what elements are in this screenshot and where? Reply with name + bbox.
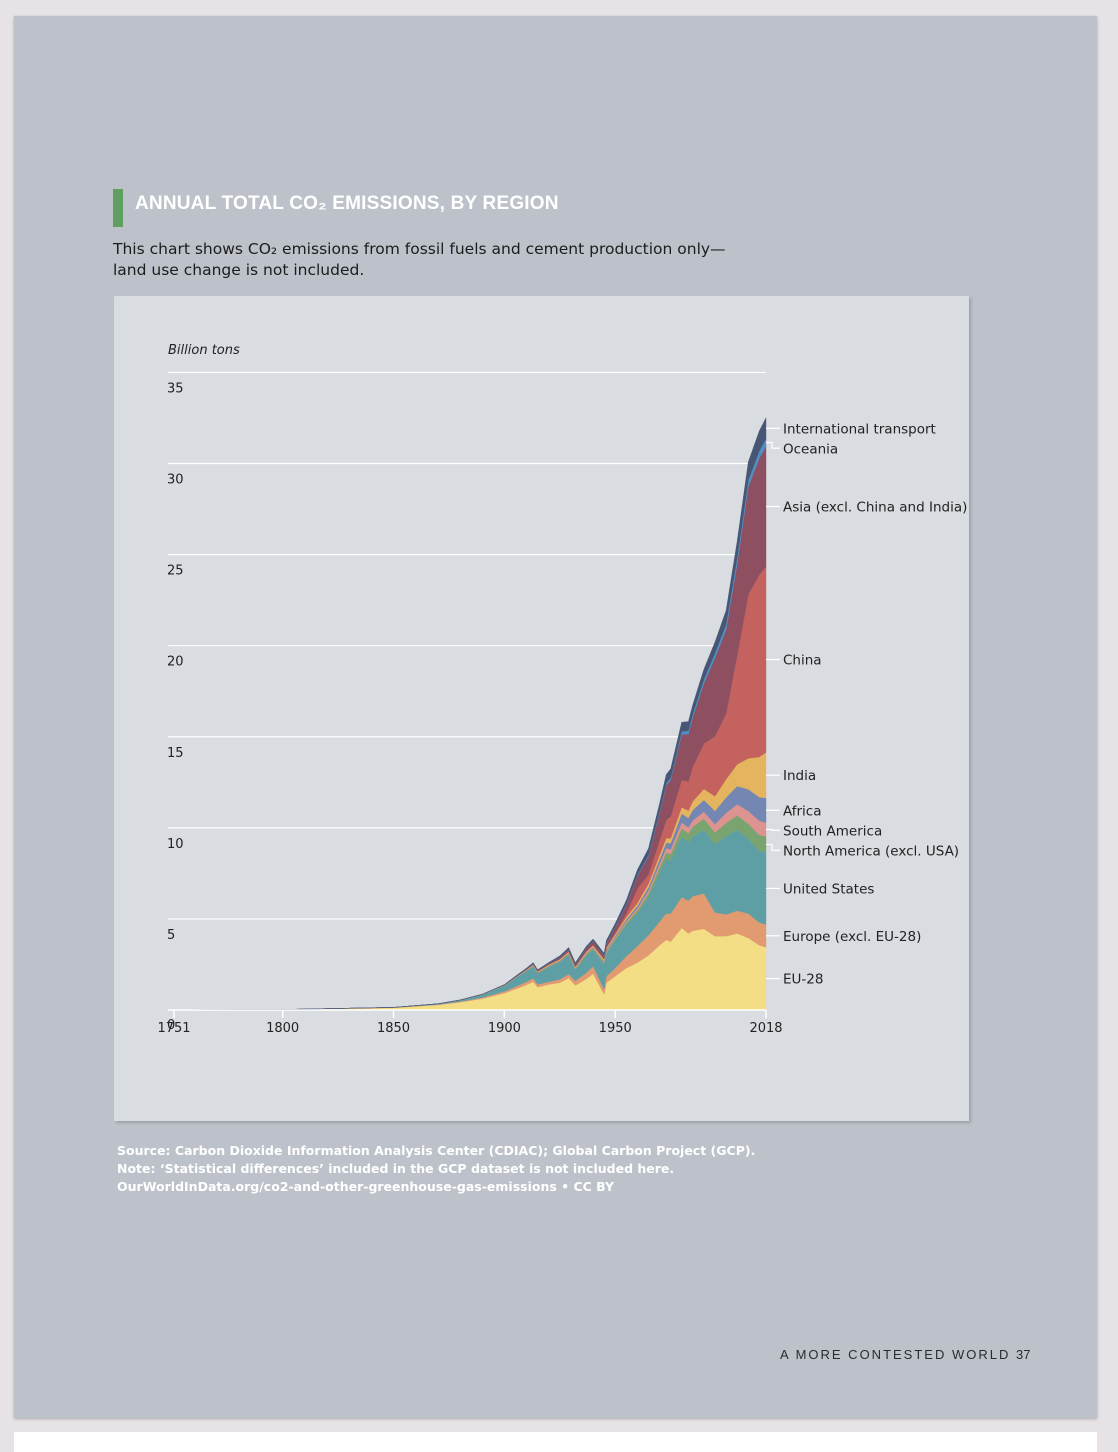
- x-tick-label: 2018: [749, 1021, 782, 1036]
- url-line: OurWorldInData.org/co2-and-other-greenho…: [117, 1179, 615, 1194]
- x-tick-label: 1950: [599, 1021, 632, 1036]
- label-connector: [766, 828, 780, 831]
- series-label-asia-excl-china-and-india: Asia (excl. China and India): [783, 500, 967, 516]
- subtitle-line: land use change is not included.: [113, 261, 365, 279]
- y-tick-label: 30: [167, 473, 184, 488]
- x-tick-label: 1800: [266, 1021, 299, 1036]
- series-label-eu-28: EU-28: [783, 972, 823, 988]
- title-accent-bar: [113, 189, 123, 227]
- y-tick-label: 10: [167, 837, 184, 852]
- footer-section-title: A MORE CONTESTED WORLD: [780, 1347, 1011, 1362]
- x-tick-label: 1900: [488, 1021, 521, 1036]
- label-connector: [766, 441, 780, 449]
- series-label-europe-excl-eu-28: Europe (excl. EU-28): [783, 929, 921, 945]
- y-tick-label: 15: [167, 746, 184, 761]
- y-axis-label: Billion tons: [168, 343, 240, 358]
- series-label-united-states: United States: [783, 881, 874, 897]
- y-tick-label: 5: [167, 928, 175, 943]
- label-connector: [766, 843, 780, 851]
- page-number: 37: [1016, 1347, 1031, 1362]
- series-label-oceania: Oceania: [783, 441, 838, 457]
- chart-subtitle: This chart shows CO₂ emissions from foss…: [113, 239, 733, 281]
- series-label-south-america: South America: [783, 823, 882, 839]
- next-page-edge: [14, 1432, 1097, 1452]
- series-label-india: India: [783, 768, 816, 784]
- source-line: Source: Carbon Dioxide Information Analy…: [117, 1143, 756, 1158]
- x-tick-label: 1850: [377, 1021, 410, 1036]
- x-tick-label: 1751: [157, 1021, 190, 1036]
- stacked-area-chart: Billion tons 0 5 10 15 20 25 30 35 1751 1800 1850 19…: [157, 343, 967, 1036]
- y-tick-label: 0: [167, 1018, 175, 1033]
- series-label-north-america-excl-usa: North America (excl. USA): [783, 843, 959, 859]
- chart-title: ANNUAL TOTAL CO₂ EMISSIONS, BY REGION: [135, 193, 559, 214]
- y-tick-label: 35: [167, 381, 184, 396]
- note-line: Note: ‘Statistical differences’ included…: [117, 1161, 675, 1176]
- series-label-africa: Africa: [783, 803, 822, 819]
- y-tick-label: 20: [167, 655, 184, 670]
- y-tick-label: 25: [167, 564, 184, 579]
- subtitle-line: This chart shows CO₂ emissions from foss…: [113, 240, 726, 258]
- source-notes: Source: Carbon Dioxide Information Analy…: [117, 1142, 877, 1196]
- series-label-international-transport: International transport: [783, 421, 936, 437]
- chart-panel: Billion tons 0 5 10 15 20 25 30 35 1751 1800 1850 19…: [114, 296, 969, 1121]
- series-label-china: China: [783, 653, 822, 669]
